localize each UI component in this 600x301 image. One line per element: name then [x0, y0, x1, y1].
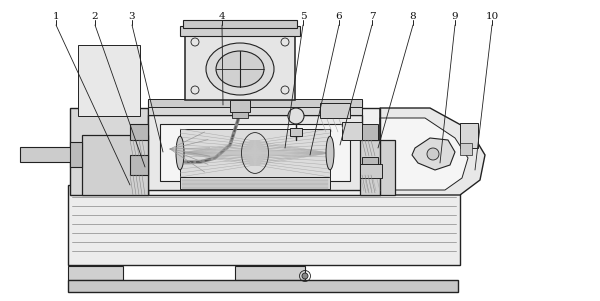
Text: 8: 8	[410, 12, 416, 21]
Bar	[360, 140, 395, 195]
Bar	[148, 99, 362, 107]
Bar	[20, 147, 75, 162]
Text: 3: 3	[128, 12, 136, 21]
Bar	[180, 26, 300, 36]
Ellipse shape	[206, 43, 274, 95]
Text: 9: 9	[452, 12, 458, 21]
Bar	[362, 124, 378, 140]
Text: 2: 2	[92, 12, 98, 21]
Bar	[183, 20, 297, 28]
Bar	[68, 280, 458, 292]
Bar	[180, 177, 330, 189]
Bar	[160, 124, 350, 181]
Bar	[362, 157, 378, 175]
Polygon shape	[380, 108, 485, 195]
Text: 1: 1	[53, 12, 59, 21]
Bar	[232, 112, 248, 118]
Bar	[68, 185, 460, 265]
Bar	[70, 108, 148, 195]
Bar	[68, 266, 123, 280]
Polygon shape	[412, 138, 455, 170]
Ellipse shape	[326, 136, 334, 170]
Bar	[320, 103, 350, 118]
Bar	[230, 100, 250, 112]
Circle shape	[427, 148, 439, 160]
Circle shape	[302, 273, 308, 279]
Text: 7: 7	[368, 12, 376, 21]
Bar	[148, 115, 362, 190]
Bar	[460, 143, 472, 155]
Bar	[235, 266, 305, 280]
Bar	[70, 142, 82, 167]
Bar	[185, 28, 295, 100]
Ellipse shape	[176, 136, 184, 170]
Bar	[130, 124, 148, 140]
Polygon shape	[380, 118, 468, 190]
Bar	[82, 135, 148, 195]
Text: 5: 5	[299, 12, 307, 21]
Text: 6: 6	[335, 12, 343, 21]
Circle shape	[288, 108, 304, 124]
Bar	[342, 122, 362, 140]
Ellipse shape	[216, 51, 264, 87]
Bar	[148, 100, 362, 115]
Bar	[148, 108, 380, 195]
Bar	[78, 45, 140, 116]
Bar	[460, 123, 478, 148]
Text: 4: 4	[218, 12, 226, 21]
Bar	[180, 129, 330, 177]
Bar	[130, 155, 148, 175]
Bar	[360, 164, 382, 178]
Text: 10: 10	[485, 12, 499, 21]
Bar	[290, 128, 302, 136]
